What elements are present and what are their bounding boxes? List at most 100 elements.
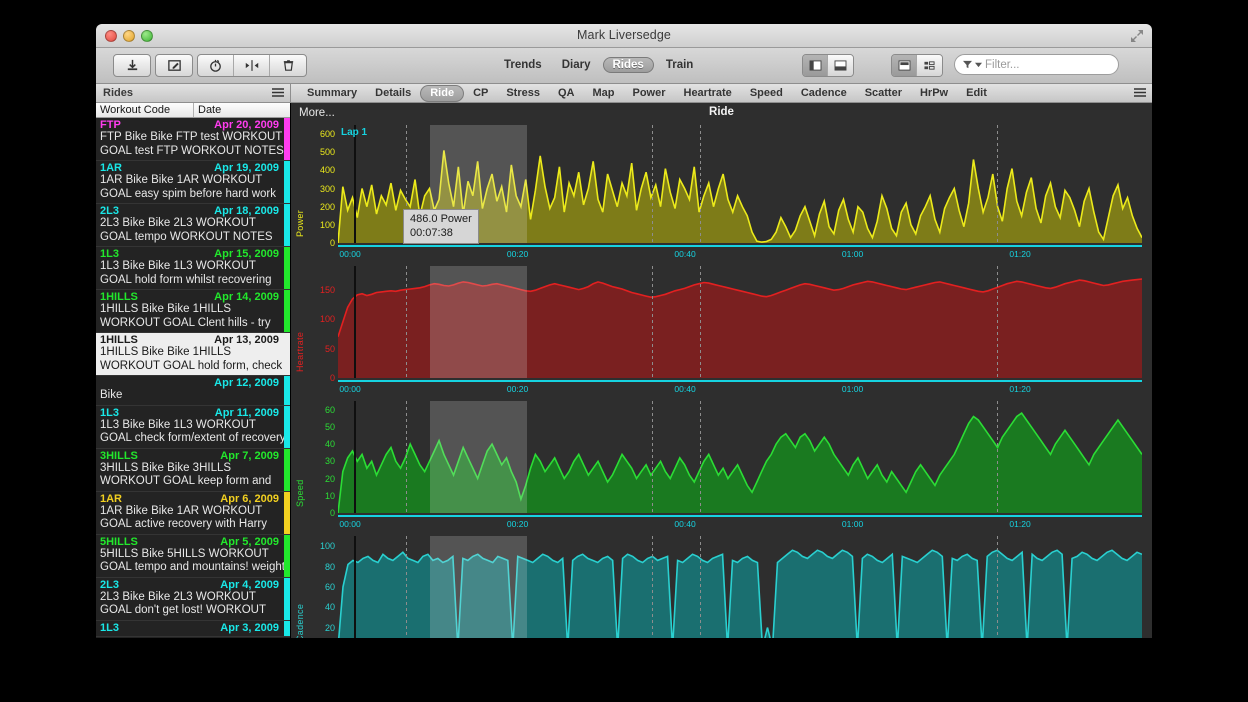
chart-heartrate[interactable]: Heartrate 0 50 100 150 00:00 00:20 00:40 01:00 01…	[291, 266, 1152, 401]
tab-power[interactable]: Power	[632, 87, 666, 99]
y-tick: 30	[324, 456, 335, 467]
lap-marker	[699, 401, 701, 513]
tab-stress[interactable]: Stress	[506, 87, 540, 99]
y-tick: 50	[324, 343, 335, 354]
layout-toggle-1[interactable]	[802, 54, 854, 77]
ride-list-item[interactable]: 1HILLS Apr 14, 2009 1HILLS Bike Bike 1HILL…	[96, 290, 290, 333]
tab-summary[interactable]: Summary	[307, 87, 358, 99]
tab-edit[interactable]: Edit	[966, 87, 987, 99]
hamburger-menu-icon[interactable]	[1134, 88, 1146, 98]
ride-list-item[interactable]: Apr 12, 2009 Bike	[96, 376, 290, 406]
ride-list-item[interactable]: 1L3 Apr 3, 2009	[96, 620, 290, 637]
chart-power[interactable]: Power 0 100 200 300 400 500 600 Lap 1 00:00 00:20 0…	[291, 125, 1152, 266]
tab-cadence[interactable]: Cadence	[800, 87, 847, 99]
ride-list-item[interactable]: 1AR Apr 6, 2009 1AR Bike Bike 1AR WORKOUT G…	[96, 491, 290, 535]
y-tick: 100	[319, 314, 335, 325]
ride-color-bar	[284, 577, 290, 620]
tab-hrpw[interactable]: HrPw	[919, 87, 949, 99]
more-link[interactable]: More...	[299, 107, 335, 119]
ride-code: 1AR	[100, 162, 123, 174]
selection-region[interactable]	[430, 536, 527, 638]
lap-start-marker	[354, 401, 357, 513]
mode-diary[interactable]: Diary	[561, 59, 591, 71]
window-title: Mark Liversedge	[577, 28, 671, 42]
column-header-workout-code[interactable]: Workout Code	[96, 103, 194, 117]
column-header-date[interactable]: Date	[198, 104, 222, 116]
mode-train[interactable]: Train	[665, 59, 694, 71]
tab-bar[interactable]: Summary Details Ride CP Stress QA Map Power Hear…	[291, 84, 1152, 103]
layout-toggle-2[interactable]	[891, 54, 943, 77]
hover-tooltip: 486.0 Power 00:07:38	[403, 209, 479, 244]
ride-list-item[interactable]: 5HILLS Apr 5, 2009 5HILLS Bike 5HILLS WORK…	[96, 534, 290, 578]
mode-switcher[interactable]: Trends Diary Rides Train	[496, 57, 701, 73]
selection-region[interactable]	[430, 266, 527, 378]
y-tick: 300	[319, 183, 335, 194]
y-tick: 50	[324, 421, 335, 432]
tab-map[interactable]: Map	[592, 87, 615, 99]
maximize-button[interactable]	[141, 30, 153, 42]
ride-list-item[interactable]: 1HILLS Apr 13, 2009 1HILLS Bike Bike 1HILL…	[96, 333, 290, 376]
y-tick: 60	[324, 581, 335, 592]
ride-list-item[interactable]: 3HILLS Apr 7, 2009 3HILLS Bike Bike 3HILLS…	[96, 448, 290, 492]
fullscreen-arrows-icon[interactable]	[1130, 29, 1144, 43]
stopwatch-button[interactable]	[198, 55, 234, 76]
ride-list[interactable]: FTP Apr 20, 2009 FTP Bike Bike FTP test WO…	[96, 118, 290, 638]
tool-group[interactable]	[197, 54, 307, 77]
tab-scatter[interactable]: Scatter	[864, 87, 902, 99]
window-controls[interactable]	[105, 30, 153, 42]
bottom-panel-icon[interactable]	[828, 55, 853, 76]
tab-ride[interactable]: Ride	[420, 85, 465, 102]
ride-list-item[interactable]: 1L3 Apr 11, 2009 1L3 Bike Bike 1L3 WORKOUT…	[96, 405, 290, 449]
x-axis-line	[338, 515, 1142, 517]
mode-trends[interactable]: Trends	[504, 59, 542, 71]
ride-list-item[interactable]: 1AR Apr 19, 2009 1AR Bike Bike 1AR WORKOUT…	[96, 161, 290, 204]
tab-speed[interactable]: Speed	[749, 87, 783, 99]
tab-details[interactable]: Details	[375, 87, 412, 99]
ride-list-item[interactable]: FTP Apr 20, 2009 FTP Bike Bike FTP test WO…	[96, 118, 290, 161]
tab-cp[interactable]: CP	[473, 87, 489, 99]
grid-view-icon[interactable]	[917, 55, 942, 76]
chart-cadence[interactable]: Cadence02040608010000:0000:2000:4001:000…	[291, 536, 1152, 638]
close-button[interactable]	[105, 30, 117, 42]
y-tick: 60	[324, 404, 335, 415]
chart-speed[interactable]: Speed 0 10 20 30 40 50 60 00:00 00:20 00:40 01:00 01…	[291, 401, 1152, 536]
y-tick: 150	[319, 284, 335, 295]
y-axis-label: Heartrate	[295, 331, 305, 372]
column-headers[interactable]: Workout Code Date	[96, 103, 290, 118]
ride-list-item[interactable]: 2L3 Apr 18, 2009 2L3 Bike Bike 2L3 WORKOUT…	[96, 204, 290, 247]
ride-code: 1L3	[100, 248, 119, 260]
delete-button[interactable]	[270, 55, 306, 76]
minimize-button[interactable]	[123, 30, 135, 42]
lap-label: Lap 1	[341, 127, 368, 138]
mode-rides[interactable]: Rides	[602, 57, 654, 73]
x-tick: 01:00	[841, 384, 864, 394]
tab-qa[interactable]: QA	[557, 87, 575, 99]
series-cadence	[338, 536, 1142, 638]
ride-list-item[interactable]: 2L3 Apr 4, 2009 2L3 Bike Bike 2L3 WORKOUT G…	[96, 577, 290, 621]
ride-line-2: GOAL tempo and mountains! weight	[100, 561, 285, 573]
edit-button[interactable]	[155, 54, 193, 77]
ride-line-2: GOAL easy spim before hard work	[100, 187, 276, 200]
ride-color-bar	[284, 161, 290, 203]
y-tick: 100	[319, 219, 335, 230]
split-button[interactable]	[234, 55, 270, 76]
plot-area[interactable]	[338, 401, 1142, 513]
ride-line-1: 1HILLS Bike Bike 1HILLS	[100, 346, 232, 358]
filter-placeholder: Filter...	[985, 58, 1020, 71]
x-tick: 01:20	[1009, 249, 1031, 259]
selection-region[interactable]	[430, 401, 527, 513]
y-axis-ticks: 020406080100	[305, 536, 335, 638]
sidebar-layout-icon[interactable]	[803, 55, 828, 76]
ride-line-2: GOAL check form/extent of recovery	[100, 432, 286, 444]
x-axis-ticks: 00:00 00:20 00:40 01:00 01:20	[338, 249, 1142, 261]
tab-heartrate[interactable]: Heartrate	[683, 87, 732, 99]
plot-area[interactable]	[338, 266, 1142, 378]
ride-date: Apr 3, 2009	[220, 621, 279, 634]
download-button[interactable]	[113, 54, 151, 77]
list-view-icon[interactable]	[892, 55, 917, 76]
plot-area[interactable]	[338, 536, 1142, 638]
filter-input[interactable]: Filter...	[954, 54, 1119, 75]
x-tick: 01:20	[1009, 519, 1031, 529]
ride-list-item[interactable]: 1L3 Apr 15, 2009 1L3 Bike Bike 1L3 WORKOUT…	[96, 247, 290, 290]
hamburger-menu-icon[interactable]	[272, 88, 284, 98]
